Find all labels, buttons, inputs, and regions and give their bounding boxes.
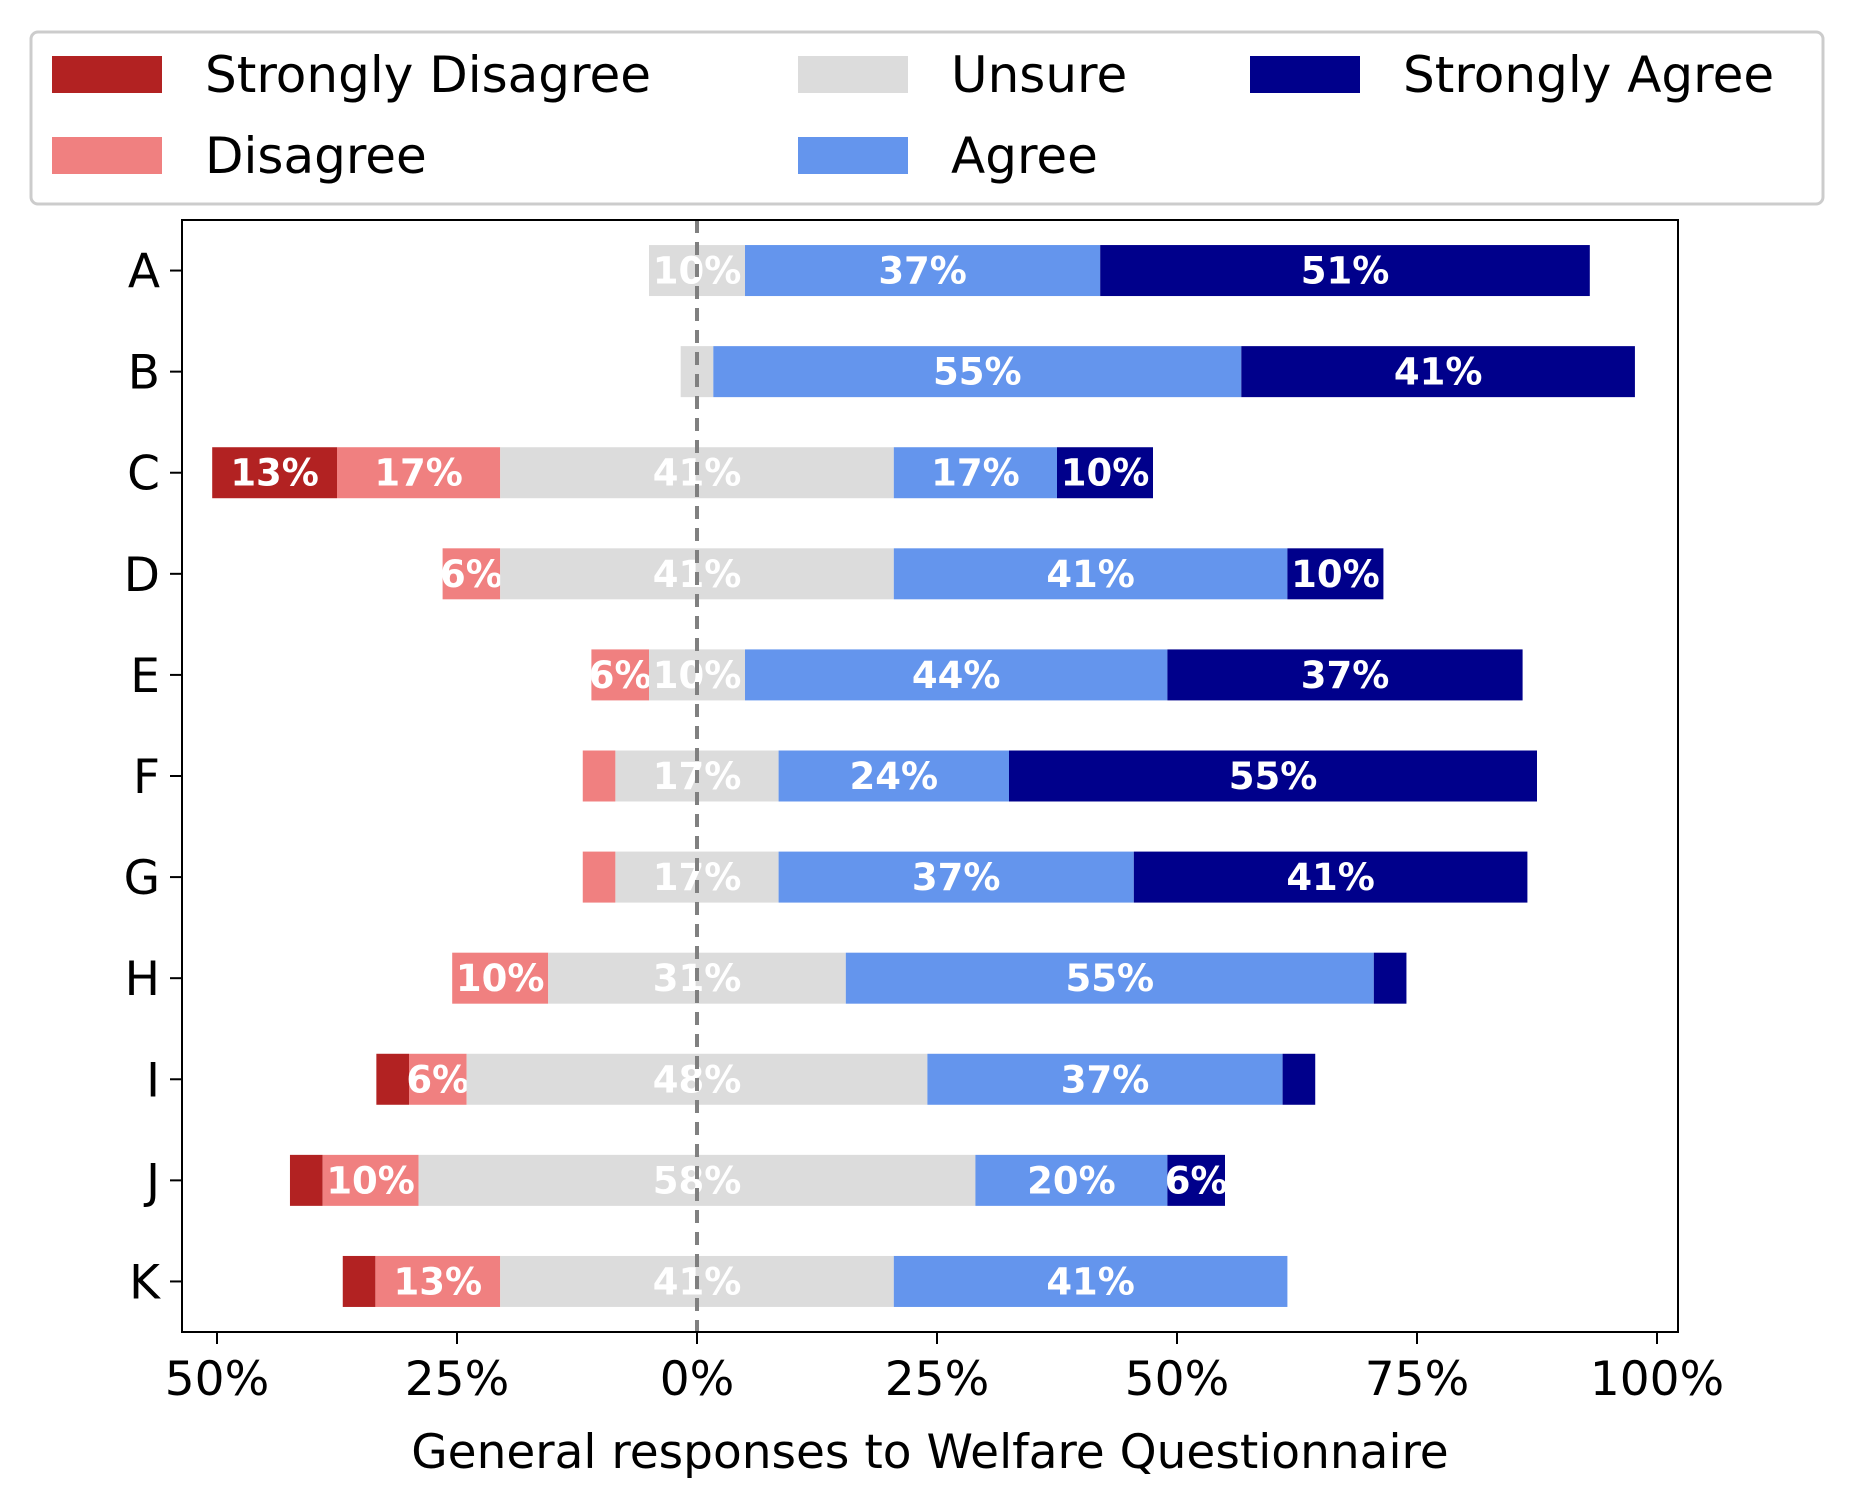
bar-g-disagree xyxy=(582,851,616,903)
bar-d-disagree xyxy=(442,548,501,600)
bar-label-i-agree: 37% xyxy=(1061,1058,1150,1101)
bar-label-j-strongly-agree: 6% xyxy=(1165,1159,1228,1202)
bar-h-strongly-agree xyxy=(1373,952,1407,1004)
bar-label-d-strongly-agree: 10% xyxy=(1291,553,1380,596)
legend-label-strongly-disagree: Strongly Disagree xyxy=(205,46,651,104)
bar-c-strongly-disagree xyxy=(212,447,337,499)
bar-label-j-agree: 20% xyxy=(1027,1159,1116,1202)
y-tick-label-g: G xyxy=(124,851,160,906)
bar-j-strongly-agree xyxy=(1167,1154,1225,1206)
x-tick-label: 50% xyxy=(165,1352,269,1407)
legend-swatch-agree xyxy=(798,137,908,174)
bar-f-disagree xyxy=(582,750,616,802)
bar-label-f-strongly-agree: 55% xyxy=(1229,755,1318,798)
bar-e-agree xyxy=(745,649,1168,701)
bar-f-agree xyxy=(778,750,1009,802)
legend-swatch-strongly-agree xyxy=(1250,56,1360,93)
bar-label-h-agree: 55% xyxy=(1066,957,1155,1000)
bar-label-a-agree: 37% xyxy=(878,250,967,293)
legend-swatch-strongly-disagree xyxy=(52,56,162,93)
x-tick-label: 100% xyxy=(1590,1352,1724,1407)
bar-f-strongly-agree xyxy=(1009,750,1537,802)
bar-c-disagree xyxy=(337,447,501,499)
x-axis: 50% 25% 0% 25% 50% 75% 100% xyxy=(165,1332,1724,1407)
bar-e-disagree xyxy=(591,649,649,701)
bar-label-g-agree: 37% xyxy=(912,856,1001,899)
bar-g-agree xyxy=(778,851,1134,903)
bar-label-d-disagree: 6% xyxy=(440,553,503,596)
y-tick-label-d: D xyxy=(124,548,160,603)
bar-i-strongly-disagree xyxy=(376,1053,409,1105)
legend-label-agree: Agree xyxy=(951,127,1098,185)
bar-label-e-agree: 44% xyxy=(912,654,1001,697)
bar-label-b-strongly-agree: 41% xyxy=(1394,351,1483,394)
bar-label-j-disagree: 10% xyxy=(326,1159,415,1202)
legend-label-unsure: Unsure xyxy=(951,46,1127,104)
bar-label-a-strongly-agree: 51% xyxy=(1301,250,1390,293)
y-tick-label-f: F xyxy=(133,750,160,805)
legend-label-disagree: Disagree xyxy=(205,127,427,185)
bar-c-strongly-agree xyxy=(1057,447,1153,499)
bar-label-h-disagree: 10% xyxy=(456,957,545,1000)
y-tick-label-k: K xyxy=(129,1255,161,1310)
bar-d-strongly-agree xyxy=(1287,548,1384,600)
bar-label-i-disagree: 6% xyxy=(406,1058,469,1101)
bar-i-disagree xyxy=(409,1053,467,1105)
bar-label-e-disagree: 6% xyxy=(589,654,652,697)
legend-swatch-unsure xyxy=(798,56,908,93)
bar-h-agree xyxy=(845,952,1374,1004)
bar-i-agree xyxy=(927,1053,1283,1105)
bar-label-e-strongly-agree: 37% xyxy=(1301,654,1390,697)
bar-c-agree xyxy=(893,447,1057,499)
bar-k-strongly-disagree xyxy=(342,1255,376,1307)
bar-d-agree xyxy=(893,548,1288,600)
bar-label-d-agree: 41% xyxy=(1046,553,1135,596)
bar-label-b-agree: 55% xyxy=(933,351,1022,394)
x-axis-title: General responses to Welfare Questionnai… xyxy=(411,1425,1448,1480)
x-tick-label: 50% xyxy=(1125,1352,1229,1407)
bar-a-agree xyxy=(745,245,1101,297)
x-tick-label: 25% xyxy=(405,1352,509,1407)
bar-i-strongly-agree xyxy=(1282,1053,1316,1105)
bar-label-g-strongly-agree: 41% xyxy=(1286,856,1375,899)
bar-a-strongly-agree xyxy=(1100,245,1590,297)
bar-g-strongly-agree xyxy=(1133,851,1528,903)
legend-swatch-disagree xyxy=(52,137,162,174)
bar-label-c-strongly-disagree: 13% xyxy=(230,452,319,495)
y-tick-label-b: B xyxy=(128,346,160,401)
bar-label-f-agree: 24% xyxy=(850,755,939,798)
bar-j-strongly-disagree xyxy=(289,1154,323,1206)
y-tick-label-i: I xyxy=(146,1053,160,1108)
y-tick-label-a: A xyxy=(128,245,160,300)
bar-j-agree xyxy=(975,1154,1168,1206)
legend-label-strongly-agree: Strongly Agree xyxy=(1403,46,1774,104)
y-tick-label-e: E xyxy=(130,649,160,704)
bar-e-strongly-agree xyxy=(1167,649,1523,701)
y-tick-label-j: J xyxy=(143,1154,160,1209)
bar-j-disagree xyxy=(322,1154,419,1206)
bar-k-agree xyxy=(893,1255,1288,1307)
bar-label-k-agree: 41% xyxy=(1046,1260,1135,1303)
x-tick-label: 75% xyxy=(1365,1352,1469,1407)
bar-h-disagree xyxy=(452,952,549,1004)
x-tick-label: 0% xyxy=(660,1352,735,1407)
y-tick-label-h: H xyxy=(125,952,160,1007)
bars: 10% 37% 51% 55% 41% 13% 17% 41% 17% 10% 6% 41% 41% 10… xyxy=(212,245,1635,1307)
bar-b-strongly-agree xyxy=(1241,346,1635,398)
x-tick-label: 25% xyxy=(885,1352,989,1407)
bar-k-disagree xyxy=(375,1255,501,1307)
legend: Strongly Disagree Disagree Unsure Agree Stro… xyxy=(29,30,1825,206)
y-tick-label-c: C xyxy=(127,447,160,502)
bar-label-c-agree: 17% xyxy=(931,452,1020,495)
bar-label-c-strongly-agree: 10% xyxy=(1061,452,1150,495)
bar-label-k-disagree: 13% xyxy=(394,1260,483,1303)
bar-b-agree xyxy=(713,346,1242,398)
bar-label-c-disagree: 17% xyxy=(374,452,463,495)
legend-frame xyxy=(29,30,1825,206)
